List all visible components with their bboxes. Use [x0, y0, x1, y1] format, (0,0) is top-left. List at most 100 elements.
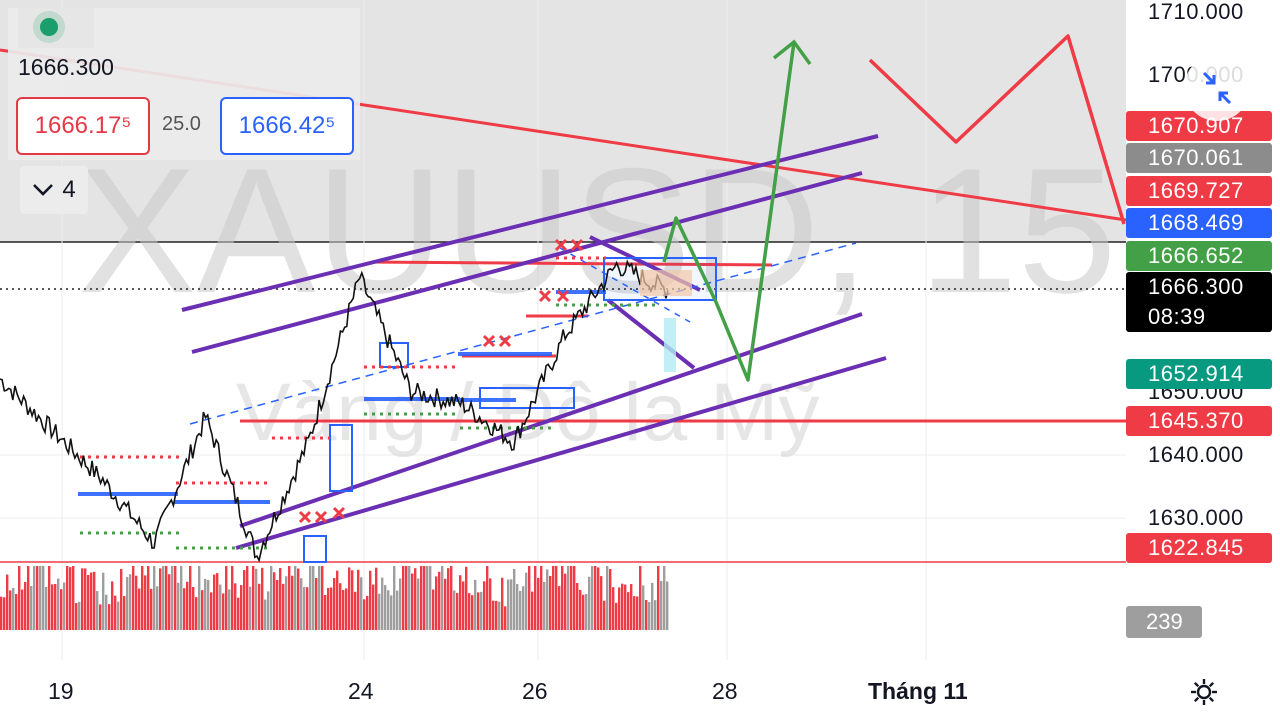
volume-bar [342, 589, 345, 630]
volume-bar [42, 566, 45, 630]
channel-midline[interactable] [189, 242, 857, 425]
volume-bar [594, 566, 597, 630]
volume-bar [483, 581, 486, 630]
volume-bar [591, 566, 594, 630]
price-level-tag: 1652.914 [1126, 359, 1272, 389]
volume-bar [195, 597, 198, 630]
volume-bar [654, 600, 657, 630]
last-price: 1666.300 [18, 54, 114, 80]
volume-bar [471, 595, 474, 630]
sell-button[interactable]: 1666.17⁵ [16, 97, 150, 155]
volume-bar [588, 576, 591, 630]
volume-bar [96, 591, 99, 630]
volume-bar [345, 588, 348, 630]
price-level-tag: 1670.061 [1126, 143, 1272, 173]
volume-bar [543, 581, 546, 630]
volume-bar [30, 586, 33, 630]
bearish-projection[interactable] [868, 34, 1126, 225]
channel-midline-2[interactable] [559, 247, 691, 323]
volume-bar [216, 573, 219, 630]
volume-bar [648, 602, 651, 630]
volume-bar [333, 578, 336, 630]
volume-bar [417, 578, 420, 630]
volume-bar [273, 572, 276, 630]
volume-bar [276, 579, 279, 630]
volume-bar [315, 578, 318, 630]
volume-bar [207, 579, 210, 630]
volume-bar [252, 566, 255, 630]
volume-bar [150, 588, 153, 630]
current-price: 1666.300 [1148, 274, 1244, 299]
volume-bar [114, 595, 117, 630]
volume-bar [249, 586, 252, 630]
buy-button[interactable]: 1666.42⁵ [220, 97, 354, 155]
volume-bar [135, 575, 138, 630]
volume-bar [87, 574, 90, 630]
volume-bar [144, 575, 147, 630]
profile-dotted-levels [80, 256, 660, 550]
volume-bar [402, 566, 405, 630]
volume-bar [372, 584, 375, 630]
volume-bar [294, 566, 297, 630]
volume-bar [162, 566, 165, 630]
volume-bar [84, 568, 87, 630]
volume-bar [126, 577, 129, 630]
volume-bar [102, 572, 105, 630]
time-axis-label: 28 [712, 678, 738, 704]
volume-bar [66, 566, 69, 630]
market-status [18, 8, 94, 48]
volume-bar [15, 593, 18, 630]
volume-bar [120, 568, 123, 630]
volume-bar [189, 566, 192, 630]
volume-bar [39, 566, 42, 630]
volume-bar [48, 566, 51, 630]
volume-bar [93, 571, 96, 630]
volume-bar [645, 599, 648, 630]
trend-channel[interactable] [181, 134, 887, 550]
volume-bar [324, 595, 327, 630]
signal-marker [664, 318, 676, 372]
volume-bar [606, 566, 609, 630]
volume-bar [549, 576, 552, 630]
bullish-arrowhead [772, 39, 812, 66]
volume-bar [459, 575, 462, 630]
volume-bar [558, 586, 561, 630]
price-tick-label: 1710.000 [1148, 0, 1244, 24]
volume-bar [498, 601, 501, 630]
volume-bar [321, 566, 324, 630]
volume-bar [504, 606, 507, 630]
volume-bar [213, 574, 216, 630]
volume-bar [153, 566, 156, 630]
volume-bar [447, 568, 450, 630]
volume-bar [369, 570, 372, 630]
volume-bar [411, 573, 414, 630]
volume-bar [156, 586, 159, 630]
volume-bar [165, 566, 168, 630]
volume-bar [105, 594, 108, 630]
volume-bar [570, 566, 573, 630]
volume-bar [486, 566, 489, 630]
volume-bar [567, 566, 570, 630]
resistance-level-1666[interactable] [371, 260, 773, 267]
volume-bar [576, 582, 579, 630]
settings-button[interactable] [1188, 676, 1220, 708]
volume-bar [354, 591, 357, 630]
fullscreen-button[interactable] [1184, 55, 1250, 121]
volume-bar [405, 566, 408, 630]
volume-bar [603, 600, 606, 630]
indicators-toggle[interactable]: 4 [20, 166, 88, 214]
volume-bar [573, 566, 576, 630]
volume-bar [660, 580, 663, 630]
volume-bar [141, 566, 144, 630]
volume-bar [525, 572, 528, 630]
bullish-projection[interactable] [662, 41, 796, 382]
price-tick-label: 1630.000 [1148, 505, 1244, 530]
volume-bar [231, 566, 234, 630]
indicators-count: 4 [62, 176, 76, 203]
volume-bar [60, 589, 63, 630]
volume-bar [330, 587, 333, 630]
range-box [640, 270, 692, 296]
volume-bar [579, 589, 582, 630]
volume-bar [279, 567, 282, 630]
